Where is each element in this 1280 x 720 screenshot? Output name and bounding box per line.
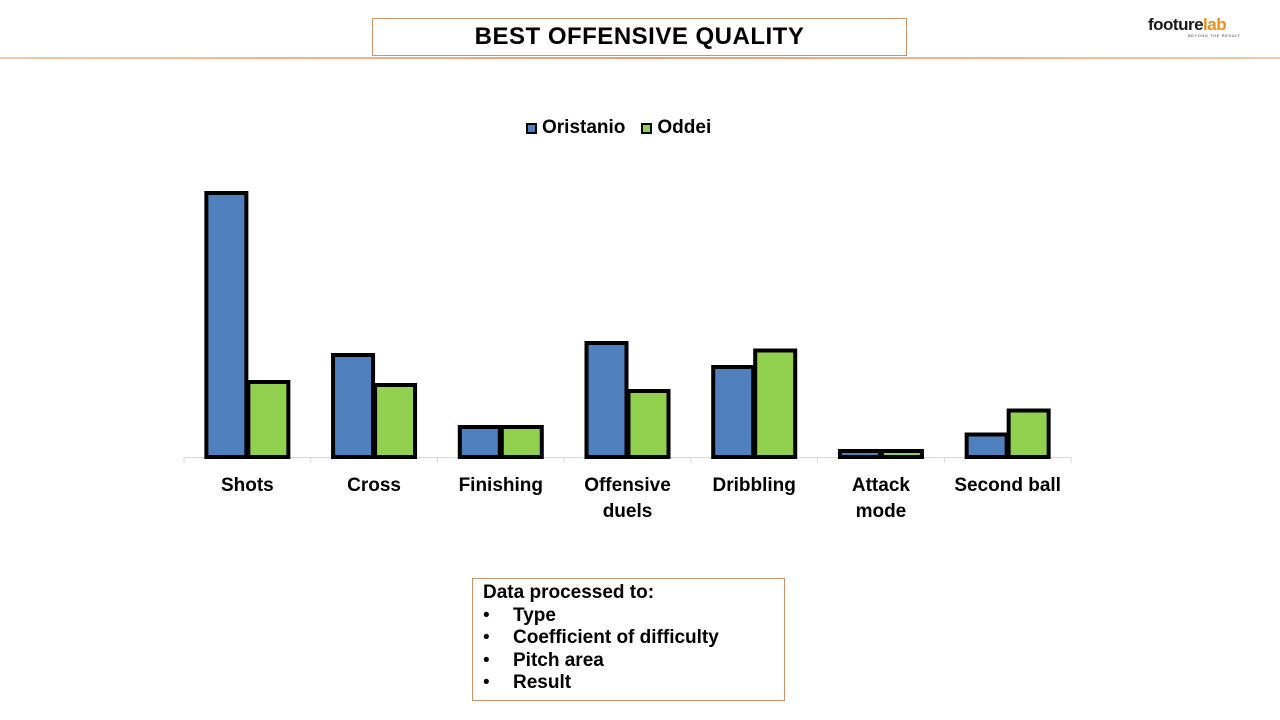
legend-swatch-oddei [641, 122, 653, 134]
note-item: Type [483, 605, 774, 628]
note-item: Coefficient of difficulty [483, 627, 774, 650]
note-heading: Data processed to: [483, 582, 655, 603]
legend-item-oristanio: Oristanio [526, 117, 625, 139]
data-processing-note: Data processed to: Type Coefficient of d… [472, 578, 785, 701]
bar-oddei-offensive-duels [626, 389, 671, 459]
bar-oddei-attack-mode [879, 449, 924, 459]
legend-swatch-oristanio [526, 122, 537, 134]
x-tick-label: Shots [220, 475, 274, 496]
bar-oristanio-finishing [457, 425, 502, 459]
bar-oristanio-shots [204, 191, 249, 459]
bar-oddei-second-ball [1006, 408, 1051, 459]
legend-label-oristanio: Oristanio [542, 117, 626, 138]
x-tick-label: Dribbling [712, 475, 796, 496]
bar-oristanio-offensive-duels [584, 341, 629, 459]
bar-oddei-dribbling [753, 348, 798, 459]
page-title: BEST OFFENSIVE QUALITY [372, 18, 907, 56]
bar-oddei-cross [373, 383, 418, 459]
legend-label-oddei: Oddei [657, 117, 712, 138]
x-tick-label: Second ball [954, 475, 1061, 496]
x-tick-label: Cross [347, 475, 401, 496]
legend-item-oddei: Oddei [641, 117, 711, 139]
bar-oristanio-attack-mode [837, 449, 882, 459]
x-tick-label: Attack mode [851, 475, 910, 522]
note-item: Result [483, 672, 774, 695]
bar-oristanio-second-ball [964, 432, 1009, 459]
bar-oddei-finishing [499, 425, 544, 459]
x-tick-label: Finishing [458, 475, 543, 496]
chart-legend: Oristanio Oddei [526, 116, 711, 140]
bar-oddei-shots [246, 380, 291, 459]
footurelab-logo: footurelab BEYOND THE RESULT [1148, 15, 1241, 39]
bar-oristanio-cross [331, 353, 376, 459]
note-list: Type Coefficient of difficulty Pitch are… [483, 605, 774, 695]
x-tick-label: Offensive duels [584, 475, 671, 522]
bar-oristanio-dribbling [711, 365, 756, 459]
note-item: Pitch area [483, 650, 774, 673]
header-rule [0, 57, 1280, 59]
